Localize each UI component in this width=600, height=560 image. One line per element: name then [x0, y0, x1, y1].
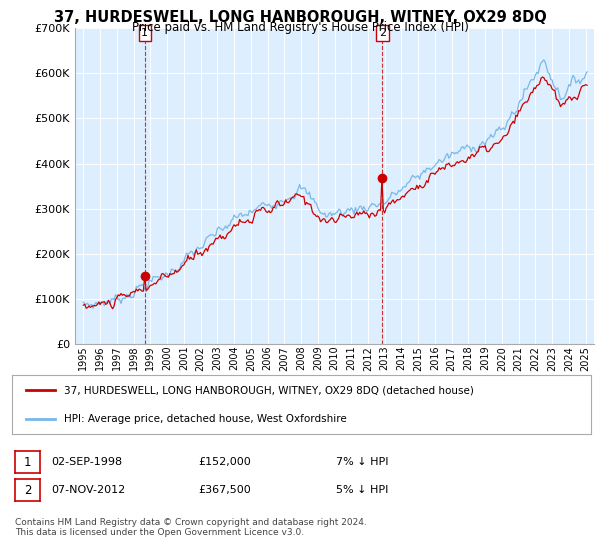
- Text: £367,500: £367,500: [198, 485, 251, 495]
- Text: 1: 1: [142, 28, 148, 38]
- Text: 5% ↓ HPI: 5% ↓ HPI: [336, 485, 388, 495]
- Text: HPI: Average price, detached house, West Oxfordshire: HPI: Average price, detached house, West…: [64, 414, 347, 424]
- Text: 1: 1: [24, 455, 31, 469]
- Text: 7% ↓ HPI: 7% ↓ HPI: [336, 457, 389, 467]
- Text: £152,000: £152,000: [198, 457, 251, 467]
- Text: 37, HURDESWELL, LONG HANBOROUGH, WITNEY, OX29 8DQ: 37, HURDESWELL, LONG HANBOROUGH, WITNEY,…: [53, 10, 547, 25]
- Text: 07-NOV-2012: 07-NOV-2012: [51, 485, 125, 495]
- Text: 37, HURDESWELL, LONG HANBOROUGH, WITNEY, OX29 8DQ (detached house): 37, HURDESWELL, LONG HANBOROUGH, WITNEY,…: [64, 385, 474, 395]
- Text: 2: 2: [379, 28, 386, 38]
- Text: Contains HM Land Registry data © Crown copyright and database right 2024.
This d: Contains HM Land Registry data © Crown c…: [15, 518, 367, 538]
- Text: Price paid vs. HM Land Registry's House Price Index (HPI): Price paid vs. HM Land Registry's House …: [131, 21, 469, 34]
- Text: 02-SEP-1998: 02-SEP-1998: [51, 457, 122, 467]
- Text: 2: 2: [24, 483, 31, 497]
